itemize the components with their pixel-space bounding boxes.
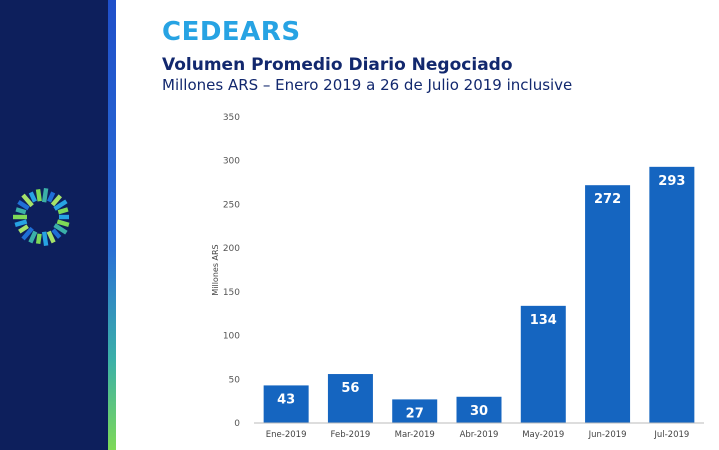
y-tick-label: 0: [234, 419, 240, 429]
bar-value-label: 56: [341, 381, 359, 396]
x-tick-label: Jun-2019: [588, 430, 627, 440]
y-tick-label: 200: [223, 244, 240, 254]
bar: [392, 399, 438, 423]
logo-segment: [13, 214, 27, 220]
logo-segment: [17, 200, 30, 211]
chart-title: Volumen Promedio Diario Negociado: [162, 55, 513, 75]
y-axis-label: Millones ARS: [211, 244, 220, 295]
logo-segment: [46, 230, 56, 244]
chart-subtitle: Millones ARS – Enero 2019 a 26 de Julio …: [162, 76, 573, 94]
brand-title: CEDEARS: [162, 17, 301, 47]
bar: [263, 385, 309, 423]
circular-dots-logo-icon: [13, 187, 70, 247]
x-axis: Ene-2019 Feb-2019 Mar-2019 Abr-2019 May-2019…: [266, 430, 690, 440]
bars: 43 56 27 30 134 272 293: [263, 166, 695, 423]
sidebar-accent-stripe: [108, 0, 116, 450]
y-tick-label: 250: [223, 200, 240, 210]
logo-segment: [15, 207, 27, 215]
logo-segment: [53, 223, 68, 235]
logo-segment: [41, 231, 49, 247]
bar-value-label: 30: [470, 404, 488, 419]
y-tick-label: 300: [223, 157, 240, 167]
x-tick-label: Abr-2019: [460, 430, 499, 440]
logo-segment: [28, 191, 37, 203]
bar-value-label: 293: [658, 174, 685, 189]
bar-value-label: 27: [406, 406, 424, 421]
x-tick-label: May-2019: [522, 430, 564, 440]
sidebar: [0, 0, 108, 450]
y-tick-label: 350: [223, 113, 240, 123]
logo-segment: [53, 199, 68, 211]
bar: [649, 166, 695, 423]
x-tick-label: Jul-2019: [653, 430, 689, 440]
logo-segment: [18, 224, 29, 234]
bar-value-label: 134: [530, 313, 557, 328]
logo-segment: [57, 207, 69, 215]
bar-value-label: 43: [277, 392, 295, 407]
y-tick-label: 50: [229, 375, 241, 385]
bar: [520, 305, 566, 423]
x-tick-label: Feb-2019: [331, 430, 371, 440]
logo-segment: [47, 191, 56, 203]
logo-segment: [21, 193, 34, 208]
logo-segment: [59, 214, 69, 220]
logo-segment: [51, 228, 62, 239]
y-axis: 0 50 100 150 200 250 300 350: [223, 113, 240, 429]
logo-segment: [35, 233, 42, 245]
bar: [327, 374, 373, 423]
y-tick-label: 150: [223, 288, 240, 298]
bar-value-label: 272: [594, 192, 621, 207]
logo-segment: [50, 194, 62, 207]
x-tick-label: Ene-2019: [266, 430, 307, 440]
logo-segment: [56, 219, 70, 227]
logo-segment: [14, 219, 28, 227]
bar: [456, 396, 502, 423]
x-tick-label: Mar-2019: [395, 430, 435, 440]
logo-segment: [28, 230, 38, 244]
logo-segment: [41, 187, 49, 203]
y-tick-label: 100: [223, 332, 240, 342]
logo-segment: [35, 188, 42, 202]
logo-segment: [21, 226, 34, 241]
bar: [585, 185, 631, 423]
